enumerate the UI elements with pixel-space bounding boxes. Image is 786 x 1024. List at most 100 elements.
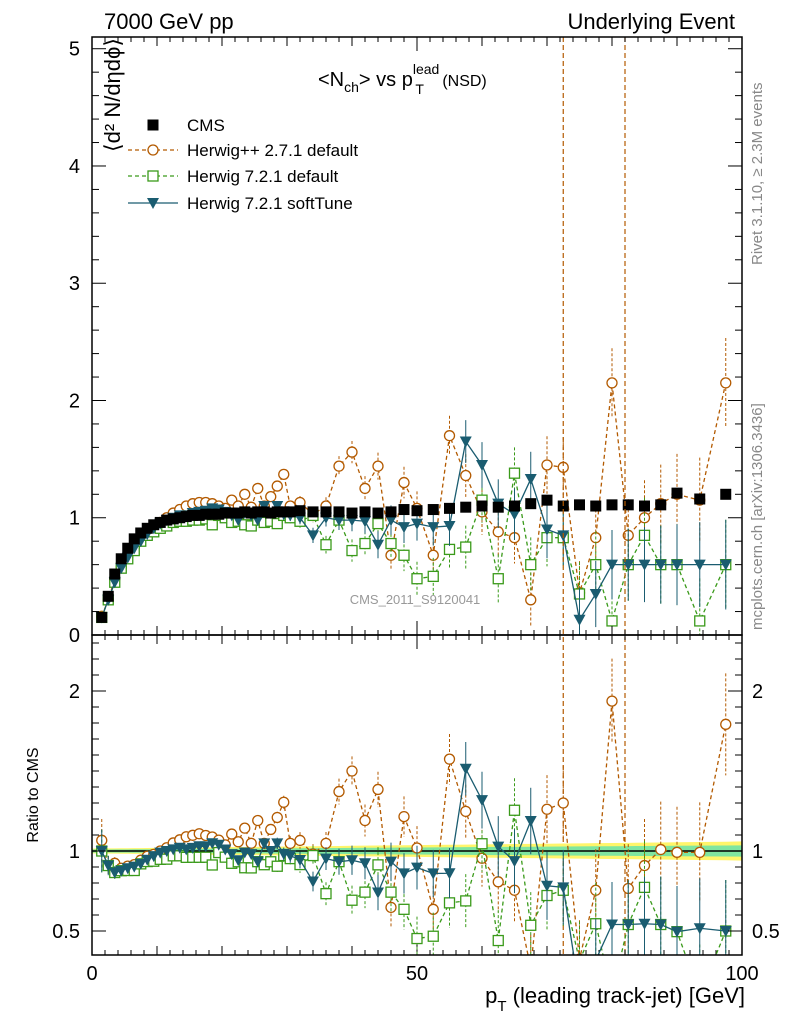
ratio-point-herwig-7-2-1-default: [525, 919, 537, 931]
ratio-y-tick-label-right: 0.5: [752, 921, 780, 943]
point-cms: [141, 522, 153, 534]
ratio-point-herwig-7-2-1-default: [372, 859, 384, 871]
point-herwig-2-7-1-default: [252, 482, 264, 495]
ratio-y-tick-label: 1: [69, 841, 80, 863]
ratio-point-herwig-7-2-1-default: [206, 859, 218, 871]
ratio-point-herwig-7-2-1-softtune: [427, 868, 440, 880]
ratio-point-herwig-7-2-1-softtune: [606, 919, 618, 931]
ratio-point-herwig-7-2-1-softtune: [271, 838, 284, 850]
point-cms: [278, 506, 290, 518]
ratio-point-herwig-2-7-1-default: [346, 765, 358, 777]
ratio-point-herwig-7-2-1-softtune: [134, 858, 147, 870]
point-herwig-2-7-1-default: [346, 446, 358, 458]
point-herwig-7-2-1-softtune: [524, 474, 537, 486]
ratio-point-herwig-7-2-1-default: [307, 849, 319, 862]
point-cms: [444, 502, 455, 514]
point-herwig-2-7-1-default: [720, 377, 732, 389]
point-cms: [167, 513, 179, 525]
ratio-point-herwig-7-2-1-default: [398, 903, 410, 915]
point-herwig-2-7-1-default: [239, 488, 251, 500]
point-herwig-7-2-1-default: [359, 537, 371, 550]
point-cms: [372, 507, 384, 519]
ratio-point-herwig-2-7-1-default: [541, 803, 553, 815]
point-herwig-7-2-1-softtune: [671, 559, 683, 571]
x-tick-label: 0: [86, 963, 97, 985]
point-herwig-7-2-1-softtune: [654, 559, 667, 571]
point-herwig-2-7-1-default: [492, 526, 504, 538]
ratio-point-herwig-7-2-1-softtune: [385, 856, 397, 868]
point-herwig-7-2-1-default: [606, 615, 618, 627]
point-herwig-7-2-1-softtune: [359, 516, 371, 528]
point-cms: [115, 553, 127, 565]
ratio-point-herwig-7-2-1-default: [271, 860, 283, 872]
ratio-point-herwig-7-2-1-default: [245, 862, 257, 874]
ratio-point-herwig-2-7-1-default: [443, 753, 456, 765]
ratio-point-herwig-7-2-1-default: [460, 895, 472, 907]
ratio-point-herwig-7-2-1-softtune: [693, 923, 706, 935]
point-cms: [180, 511, 192, 523]
ratio-point-herwig-7-2-1-softtune: [258, 838, 271, 850]
ratio-point-herwig-7-2-1-default: [411, 932, 423, 945]
point-cms: [96, 611, 108, 623]
ratio-point-herwig-7-2-1-softtune: [284, 850, 297, 862]
point-herwig-2-7-1-default: [359, 482, 371, 495]
ratio-point-herwig-7-2-1-default: [508, 804, 521, 816]
ratio-point-herwig-7-2-1-softtune: [102, 860, 115, 872]
ratio-point-herwig-7-2-1-softtune: [654, 919, 667, 931]
ratio-point-herwig-7-2-1-default: [359, 886, 371, 898]
ratio-point-herwig-7-2-1-softtune: [671, 926, 683, 938]
ratio-point-herwig-7-2-1-softtune: [108, 867, 121, 879]
ratio-point-herwig-2-7-1-default: [239, 822, 251, 834]
ratio-point-herwig-7-2-1-softtune: [359, 858, 371, 870]
point-cms: [174, 512, 186, 524]
y-tick-label: 5: [69, 39, 80, 61]
point-cms: [232, 507, 244, 519]
ratio-point-herwig-7-2-1-softtune: [199, 841, 212, 853]
point-herwig-7-2-1-default: [398, 549, 410, 561]
y-tick-label: 2: [69, 390, 80, 412]
point-herwig-7-2-1-default: [492, 573, 504, 585]
point-herwig-2-7-1-default: [606, 377, 618, 389]
point-cms: [427, 504, 439, 516]
ratio-point-herwig-2-7-1-default: [265, 823, 277, 836]
ratio-y-tick-label-right: 2: [752, 681, 763, 703]
ratio-point-herwig-7-2-1-softtune: [524, 816, 537, 827]
point-herwig-7-2-1-softtune: [427, 522, 440, 534]
point-herwig-2-7-1-default: [443, 430, 456, 442]
point-herwig-7-2-1-default: [372, 517, 384, 530]
ratio-point-herwig-2-7-1-default: [359, 814, 371, 827]
ratio-point-herwig-7-2-1-softtune: [128, 861, 141, 873]
point-herwig-7-2-1-softtune: [385, 515, 397, 527]
legend-marker: [147, 119, 159, 131]
ratio-point-herwig-2-7-1-default: [694, 846, 706, 859]
ratio-point-herwig-7-2-1-softtune: [141, 854, 154, 866]
point-herwig-7-2-1-softtune: [459, 436, 472, 448]
point-herwig-7-2-1-default: [411, 573, 423, 585]
point-cms: [307, 506, 319, 518]
ratio-point-herwig-7-2-1-default: [443, 897, 456, 909]
point-cms: [460, 501, 472, 513]
ratio-point-herwig-2-7-1-default: [655, 843, 667, 856]
point-cms: [193, 509, 205, 521]
ratio-point-herwig-7-2-1-default: [492, 934, 504, 947]
ratio-point-herwig-2-7-1-default: [671, 846, 683, 858]
point-cms: [135, 527, 147, 539]
watermark: CMS_2011_S9120041: [350, 592, 481, 607]
ratio-point-herwig-2-7-1-default: [638, 859, 651, 872]
ratio-point-herwig-7-2-1-softtune: [411, 862, 423, 874]
ratio-point-herwig-2-7-1-default: [372, 783, 384, 796]
rivet-label: Rivet 3.1.10, ≥ 2.3M events: [749, 83, 766, 266]
point-cms: [574, 499, 585, 511]
ratio-point-herwig-7-2-1-softtune: [372, 887, 384, 899]
point-cms: [346, 507, 358, 519]
point-cms: [200, 508, 212, 520]
ratio-point-herwig-2-7-1-default: [398, 810, 410, 823]
point-herwig-2-7-1-default: [265, 490, 277, 503]
point-herwig-7-2-1-softtune: [333, 515, 345, 527]
point-herwig-7-2-1-default: [427, 570, 439, 583]
header-left: 7000 GeV pp: [104, 9, 234, 34]
mcplots-label: mcplots.cern.ch [arXiv:1306.3436]: [749, 403, 766, 630]
legend-marker: [147, 170, 159, 182]
ratio-point-herwig-2-7-1-default: [492, 876, 504, 888]
